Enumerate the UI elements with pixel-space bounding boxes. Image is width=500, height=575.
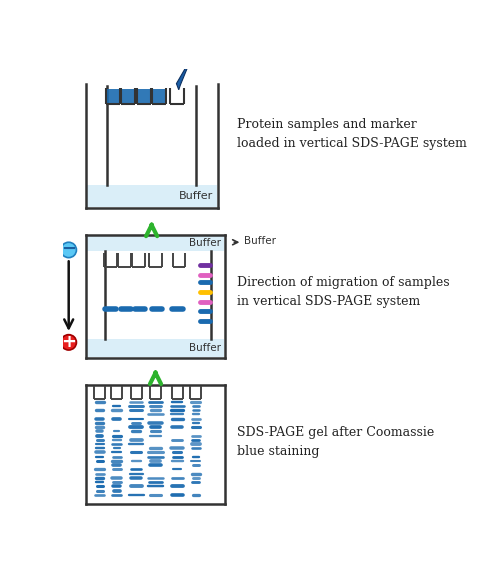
Polygon shape [176, 51, 206, 90]
Text: Buffer: Buffer [188, 343, 220, 352]
Text: Buffer: Buffer [178, 191, 213, 201]
Bar [138, 89, 150, 103]
Circle shape [61, 242, 76, 258]
Bar [106, 89, 119, 103]
Bar [86, 235, 224, 251]
Text: Protein samples and marker
loaded in vertical SDS-PAGE system: Protein samples and marker loaded in ver… [237, 118, 467, 151]
Text: Direction of migration of samples
in vertical SDS-PAGE system: Direction of migration of samples in ver… [237, 277, 450, 308]
Bar [86, 339, 224, 357]
Text: −: − [61, 240, 76, 258]
Text: Buffer: Buffer [244, 236, 276, 246]
Text: +: + [61, 332, 76, 351]
Bar [122, 89, 134, 103]
Bar [153, 89, 166, 103]
Text: Buffer: Buffer [188, 238, 220, 248]
Text: SDS-PAGE gel after Coomassie
blue staining: SDS-PAGE gel after Coomassie blue staini… [237, 427, 434, 458]
Bar [86, 185, 216, 207]
Circle shape [61, 335, 76, 350]
